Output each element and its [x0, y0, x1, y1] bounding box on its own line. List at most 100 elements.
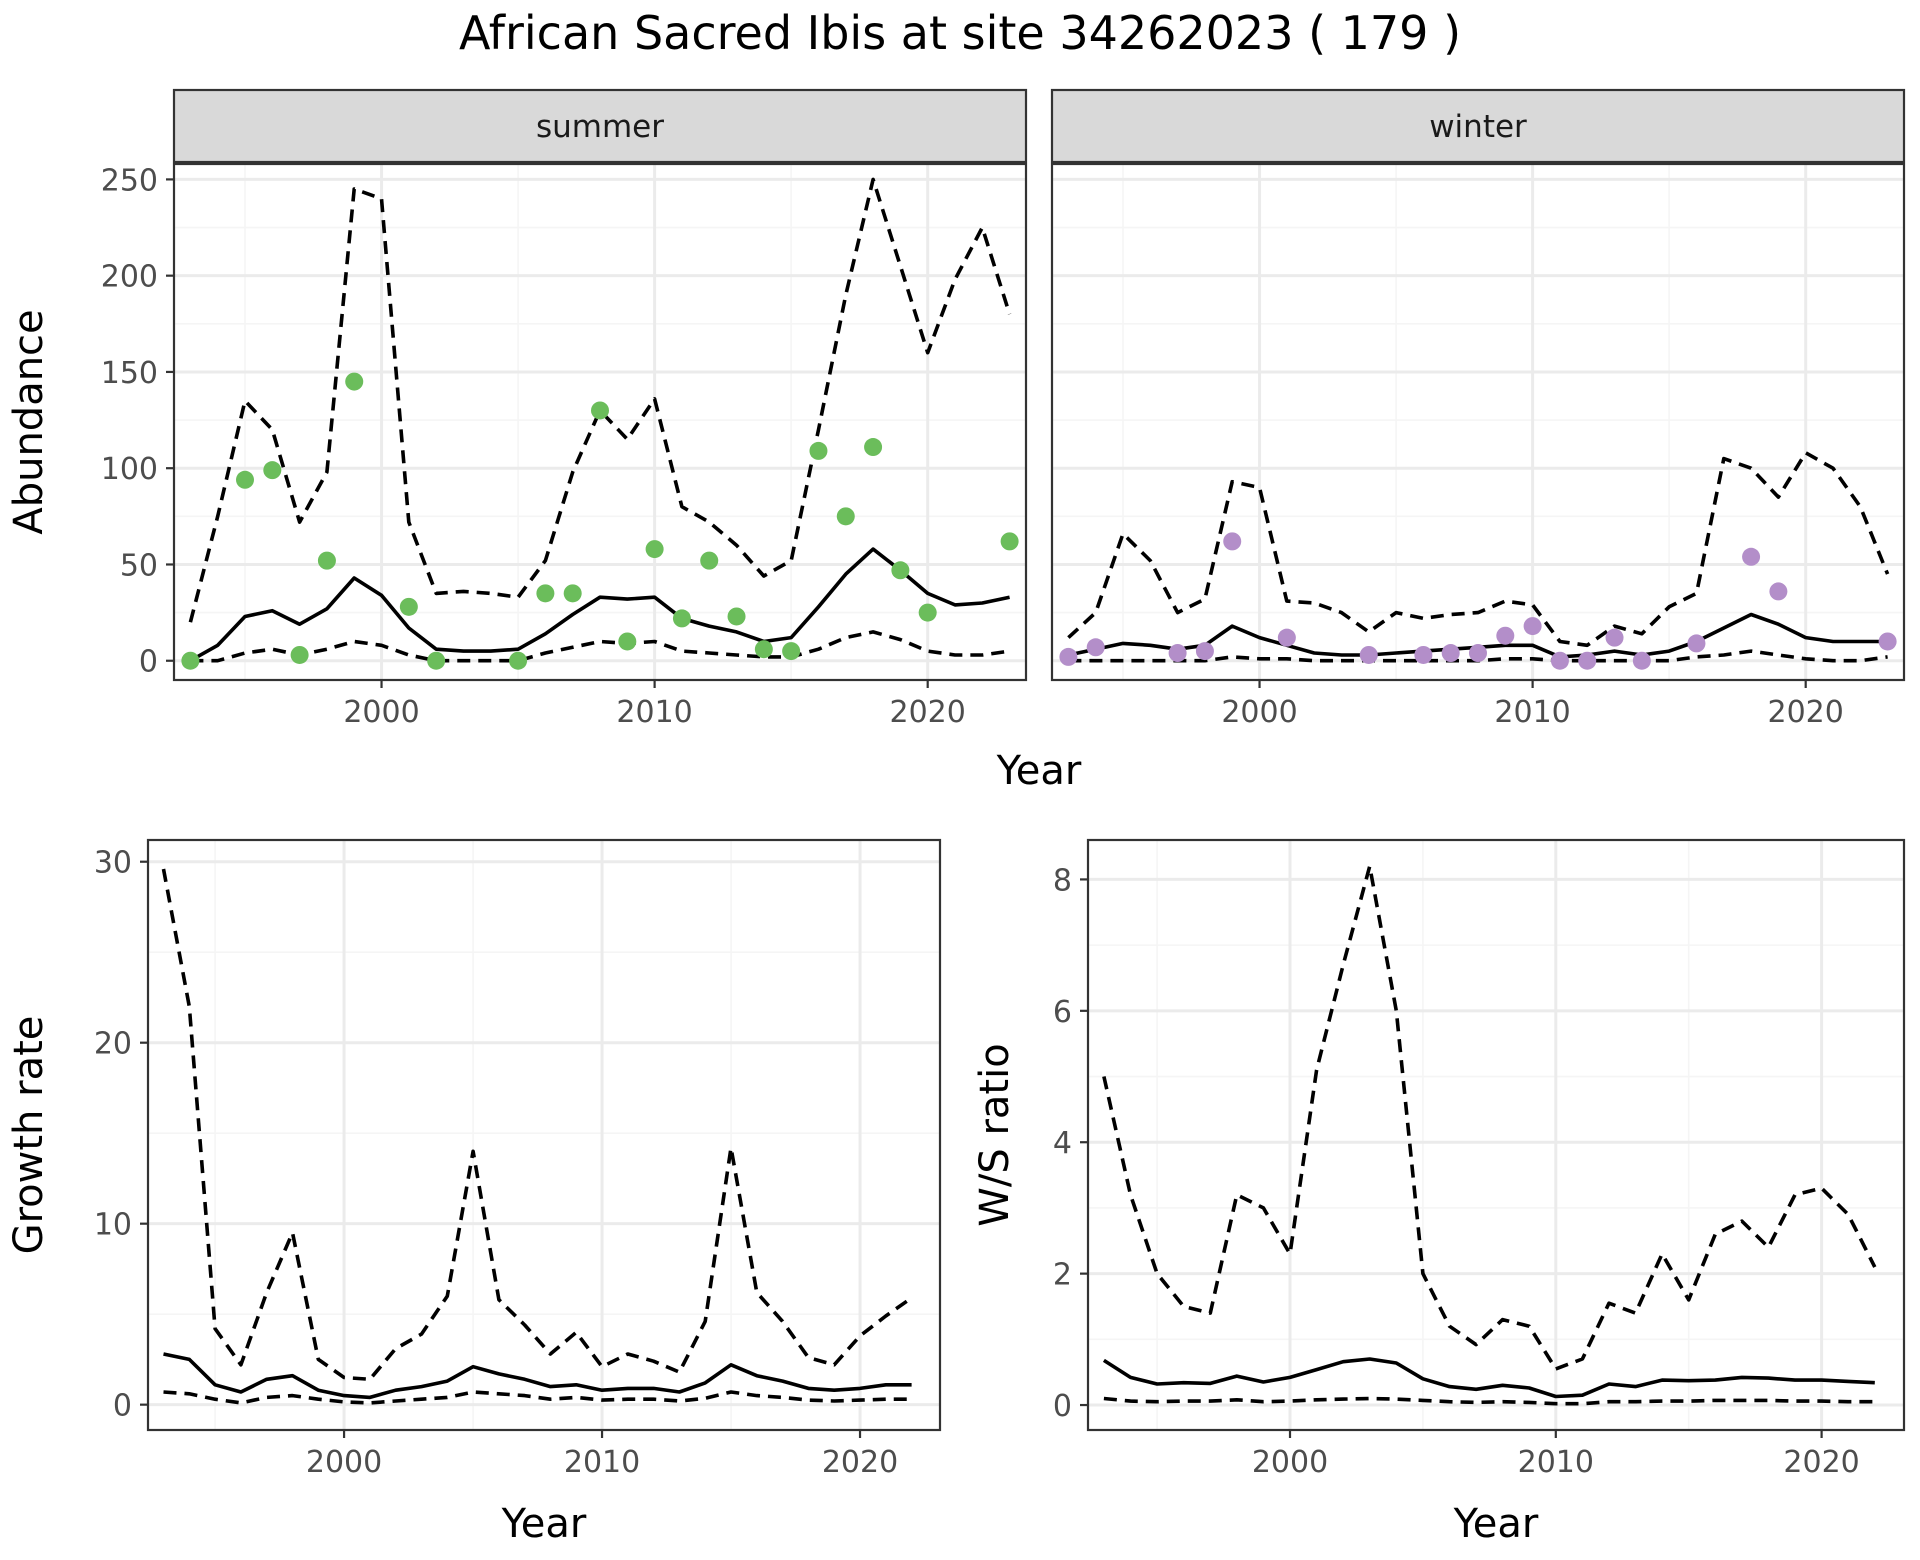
- data-point: [1168, 644, 1187, 663]
- y-axis-label: Abundance: [6, 309, 52, 534]
- data-point: [700, 551, 719, 570]
- data-point: [1550, 651, 1569, 670]
- y-tick-label: 30: [94, 846, 132, 881]
- data-point: [563, 584, 582, 603]
- data-point: [891, 561, 910, 580]
- x-tick-label: 2000: [343, 695, 419, 730]
- data-point: [1687, 634, 1706, 653]
- facet-strip-label: winter: [1429, 109, 1527, 145]
- data-point: [236, 470, 254, 489]
- facet-strip-label: summer: [536, 109, 664, 145]
- series-line-mean: [1102, 1357, 1875, 1399]
- y-tick-label: 8: [1053, 863, 1072, 898]
- y-tick-label: 20: [94, 1027, 132, 1062]
- y-tick-label: 50: [120, 548, 158, 583]
- panel-growth: 2000 2010 2020 0 10 20 30 Growth rate Year: [6, 838, 942, 1547]
- data-point: [1578, 651, 1597, 670]
- data-point: [1878, 632, 1897, 651]
- y-tick-label: 0: [113, 1389, 132, 1424]
- y-tick-label: 200: [101, 260, 158, 295]
- x-tick-label: 2000: [1221, 695, 1297, 730]
- data-point: [1195, 642, 1214, 661]
- series-line-upper: [1067, 451, 1890, 648]
- data-point: [645, 540, 664, 559]
- data-point: [1632, 651, 1651, 670]
- x-tick-label: 2010: [1518, 1445, 1594, 1480]
- data-point: [727, 607, 746, 626]
- data-point: [918, 603, 937, 622]
- x-tick-label: 2010: [616, 695, 692, 730]
- plot-background: [1088, 840, 1904, 1430]
- x-axis-label-shared: Year: [996, 748, 1082, 794]
- panel-border: [1050, 162, 1906, 682]
- data-point: [1769, 582, 1788, 601]
- data-point: [181, 651, 200, 670]
- plot-background: [174, 164, 1026, 680]
- data-point: [509, 651, 528, 670]
- series-line-lower: [1103, 1396, 1875, 1406]
- panel-border: [172, 162, 1028, 682]
- series-line-lower: [190, 630, 1010, 663]
- data-point: [672, 609, 691, 628]
- plot-background: [1052, 164, 1904, 680]
- x-tick-label: 2000: [306, 1445, 382, 1480]
- data-point: [864, 438, 883, 457]
- data-point: [1523, 617, 1542, 636]
- data-point: [1223, 532, 1242, 551]
- facet-strip: [172, 88, 1028, 164]
- data-point: [399, 597, 418, 616]
- y-tick-label: 0: [139, 645, 158, 680]
- series-line-upper: [161, 868, 913, 1382]
- data-point: [618, 632, 637, 651]
- x-tick-label: 2010: [564, 1445, 640, 1480]
- data-point: [1277, 628, 1296, 647]
- series-line-upper: [1102, 864, 1877, 1371]
- y-tick-label: 250: [101, 163, 158, 198]
- series-line-upper: [188, 177, 1012, 623]
- x-tick-label: 2020: [1783, 1445, 1859, 1480]
- x-tick-label: 2020: [822, 1445, 898, 1480]
- panel-winter: winter 2000 2010 2020: [1050, 88, 1906, 730]
- data-point: [754, 640, 773, 659]
- data-point: [782, 642, 801, 661]
- panel-border: [1086, 838, 1906, 1432]
- series-line-mean: [163, 1352, 912, 1400]
- data-point: [290, 645, 309, 664]
- plot-background: [148, 840, 940, 1430]
- data-point: [345, 372, 364, 391]
- data-point: [1000, 532, 1019, 551]
- panel-summer: summer 2000 2010 2020 0 50 100 150 200 250 Abundan…: [6, 88, 1028, 730]
- y-tick-label: 6: [1053, 995, 1072, 1030]
- data-point: [1059, 647, 1078, 666]
- data-point: [427, 651, 446, 670]
- data-point: [1605, 628, 1624, 647]
- x-tick-label: 2020: [1768, 695, 1844, 730]
- series-line-mean: [189, 547, 1010, 663]
- data-point: [1359, 645, 1378, 664]
- y-tick-label: 2: [1053, 1258, 1072, 1293]
- data-point: [263, 461, 282, 480]
- x-axis-label: Year: [1453, 1501, 1539, 1547]
- y-tick-label: 0: [1053, 1389, 1072, 1424]
- y-tick-label: 100: [101, 452, 158, 487]
- x-tick-label: 2020: [890, 695, 966, 730]
- y-axis-label: W/S ratio: [972, 1043, 1018, 1226]
- data-point: [536, 584, 555, 603]
- data-point: [1469, 644, 1487, 663]
- y-tick-label: 150: [101, 356, 158, 391]
- y-tick-label: 4: [1053, 1126, 1072, 1161]
- data-point: [1441, 644, 1460, 663]
- y-tick-label: 10: [94, 1208, 132, 1243]
- page-title: African Sacred Ibis at site 34262023 ( 1…: [458, 6, 1462, 60]
- panel-border: [146, 838, 942, 1432]
- y-axis-label: Growth rate: [6, 1016, 52, 1255]
- data-point: [1086, 638, 1105, 657]
- x-axis-label: Year: [501, 1501, 587, 1547]
- data-point: [317, 551, 336, 570]
- data-point: [809, 441, 828, 460]
- facet-strip: [1050, 88, 1906, 164]
- data-point: [836, 507, 855, 526]
- panel-ratio: 2000 2010 2020 0 2 4 6 8 W/S ratio Year: [972, 838, 1906, 1547]
- data-point: [1496, 626, 1515, 645]
